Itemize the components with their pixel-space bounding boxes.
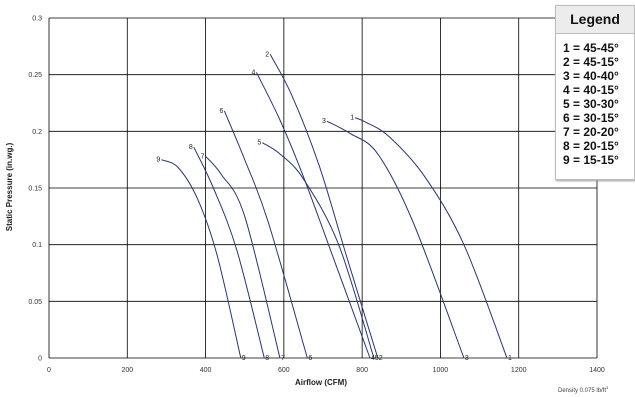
x-tick-label: 600	[278, 367, 290, 374]
legend-item: 3 = 40-40°	[563, 69, 619, 83]
x-tick-label: 1200	[511, 367, 527, 374]
curve-end-label: 5	[375, 355, 379, 362]
footnote-superscript: 3	[606, 385, 609, 390]
y-axis-title: Static Pressure (in.wg.)	[5, 142, 14, 231]
legend-item: 5 = 30-30°	[563, 97, 619, 111]
legend-item: 7 = 20-20°	[563, 125, 619, 139]
series-line-9	[161, 159, 242, 359]
series-line-5	[262, 142, 375, 359]
curve-start-label: 9	[156, 157, 160, 164]
curve-start-label: 5	[257, 140, 261, 147]
curve-start-label: 4	[252, 69, 256, 76]
x-tick-label: 400	[200, 367, 212, 374]
curve-end-label: 7	[281, 355, 285, 362]
curve-end-label: 1	[508, 355, 512, 362]
x-tick-label: 800	[356, 367, 368, 374]
legend: Legend 1 = 45-45° 2 = 45-15° 3 = 40-40° …	[555, 5, 635, 180]
curve-start-label: 3	[322, 118, 326, 125]
curve-start-label: 7	[201, 153, 205, 160]
legend-title: Legend	[556, 6, 634, 34]
series-line-3	[326, 120, 465, 359]
x-tick-labels: 0 200 400 600 800 1000 1200 1400	[47, 367, 605, 374]
series-line-7	[205, 155, 281, 359]
y-tick-label: 0.15	[28, 186, 42, 193]
curve-start-label: 6	[219, 108, 223, 115]
curve-end-label: 2	[379, 355, 383, 362]
curve-start-label: 8	[189, 144, 193, 151]
legend-item: 4 = 40-15°	[563, 83, 619, 97]
y-tick-label: 0.05	[28, 299, 42, 306]
x-tick-label: 1400	[589, 367, 605, 374]
legend-item: 2 = 45-15°	[563, 55, 619, 69]
legend-item: 6 = 30-15°	[563, 111, 619, 125]
legend-item: 9 = 15-15°	[563, 153, 619, 167]
y-tick-label: 0.25	[28, 72, 42, 79]
series-line-2	[269, 54, 379, 359]
curve-end-label: 4	[371, 355, 375, 362]
series-line-8	[193, 146, 265, 359]
curve-start-label: 1	[350, 115, 354, 122]
curve-start-label: 2	[265, 51, 269, 58]
series-line-1	[354, 117, 508, 359]
y-tick-label: 0.2	[32, 129, 42, 136]
legend-list: 1 = 45-45° 2 = 45-15° 3 = 40-40° 4 = 40-…	[556, 34, 634, 167]
y-tick-labels: 0 0.05 0.1 0.15 0.2 0.25 0.3	[28, 16, 42, 363]
x-tick-label: 0	[47, 367, 51, 374]
legend-item: 8 = 20-15°	[563, 139, 619, 153]
curve-end-label: 3	[465, 355, 469, 362]
curve-end-label: 8	[265, 355, 269, 362]
y-tick-label: 0	[38, 356, 42, 363]
y-tick-label: 0.1	[32, 242, 42, 249]
series-line-4	[256, 72, 371, 359]
series-line-6	[223, 110, 308, 359]
y-tick-label: 0.3	[32, 16, 42, 23]
grid	[48, 17, 598, 359]
footnote-text: Density 0.075 lb/ft	[558, 388, 607, 394]
density-footnote: Density 0.075 lb/ft3	[558, 385, 608, 394]
legend-item: 1 = 45-45°	[563, 41, 619, 55]
curve-end-label: 6	[308, 355, 312, 362]
x-tick-label: 200	[121, 367, 133, 374]
x-tick-label: 1000	[433, 367, 449, 374]
x-axis-title: Airflow (CFM)	[295, 378, 347, 387]
curve-end-label: 9	[242, 355, 246, 362]
